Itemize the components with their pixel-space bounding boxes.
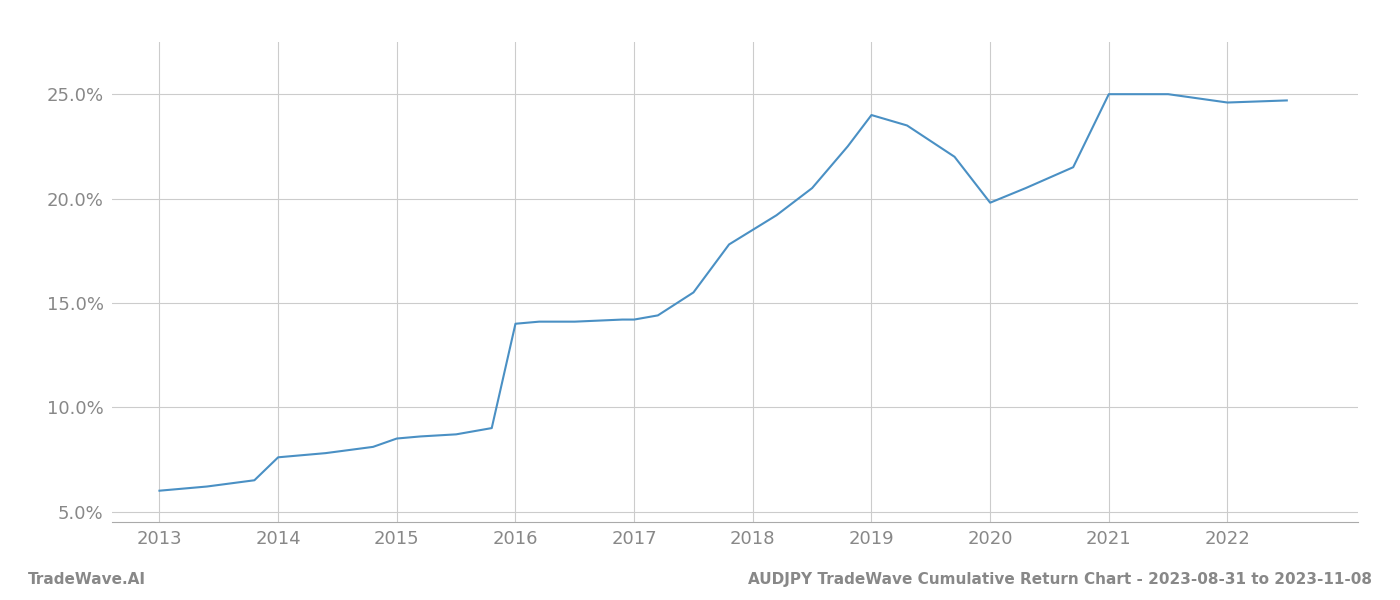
Text: TradeWave.AI: TradeWave.AI: [28, 572, 146, 587]
Text: AUDJPY TradeWave Cumulative Return Chart - 2023-08-31 to 2023-11-08: AUDJPY TradeWave Cumulative Return Chart…: [748, 572, 1372, 587]
